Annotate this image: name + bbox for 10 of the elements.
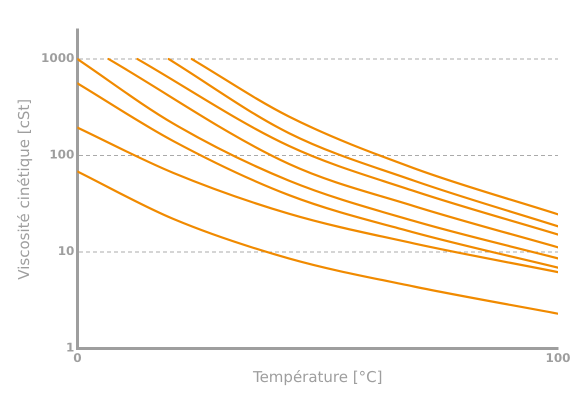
y-tick-label: 10 [58, 244, 74, 258]
line-series [77, 82, 558, 269]
y-tick-label: 1000 [40, 51, 74, 66]
line-series [77, 126, 558, 274]
y-axis-title: Viscosité cinétique [cSt] [14, 98, 33, 280]
y-tick-label: 100 [49, 148, 74, 162]
line-series [77, 170, 558, 315]
x-tick-label: 0 [73, 350, 82, 365]
y-tick-label: 1 [66, 340, 74, 355]
x-axis-title: Température [°C] [252, 368, 382, 386]
